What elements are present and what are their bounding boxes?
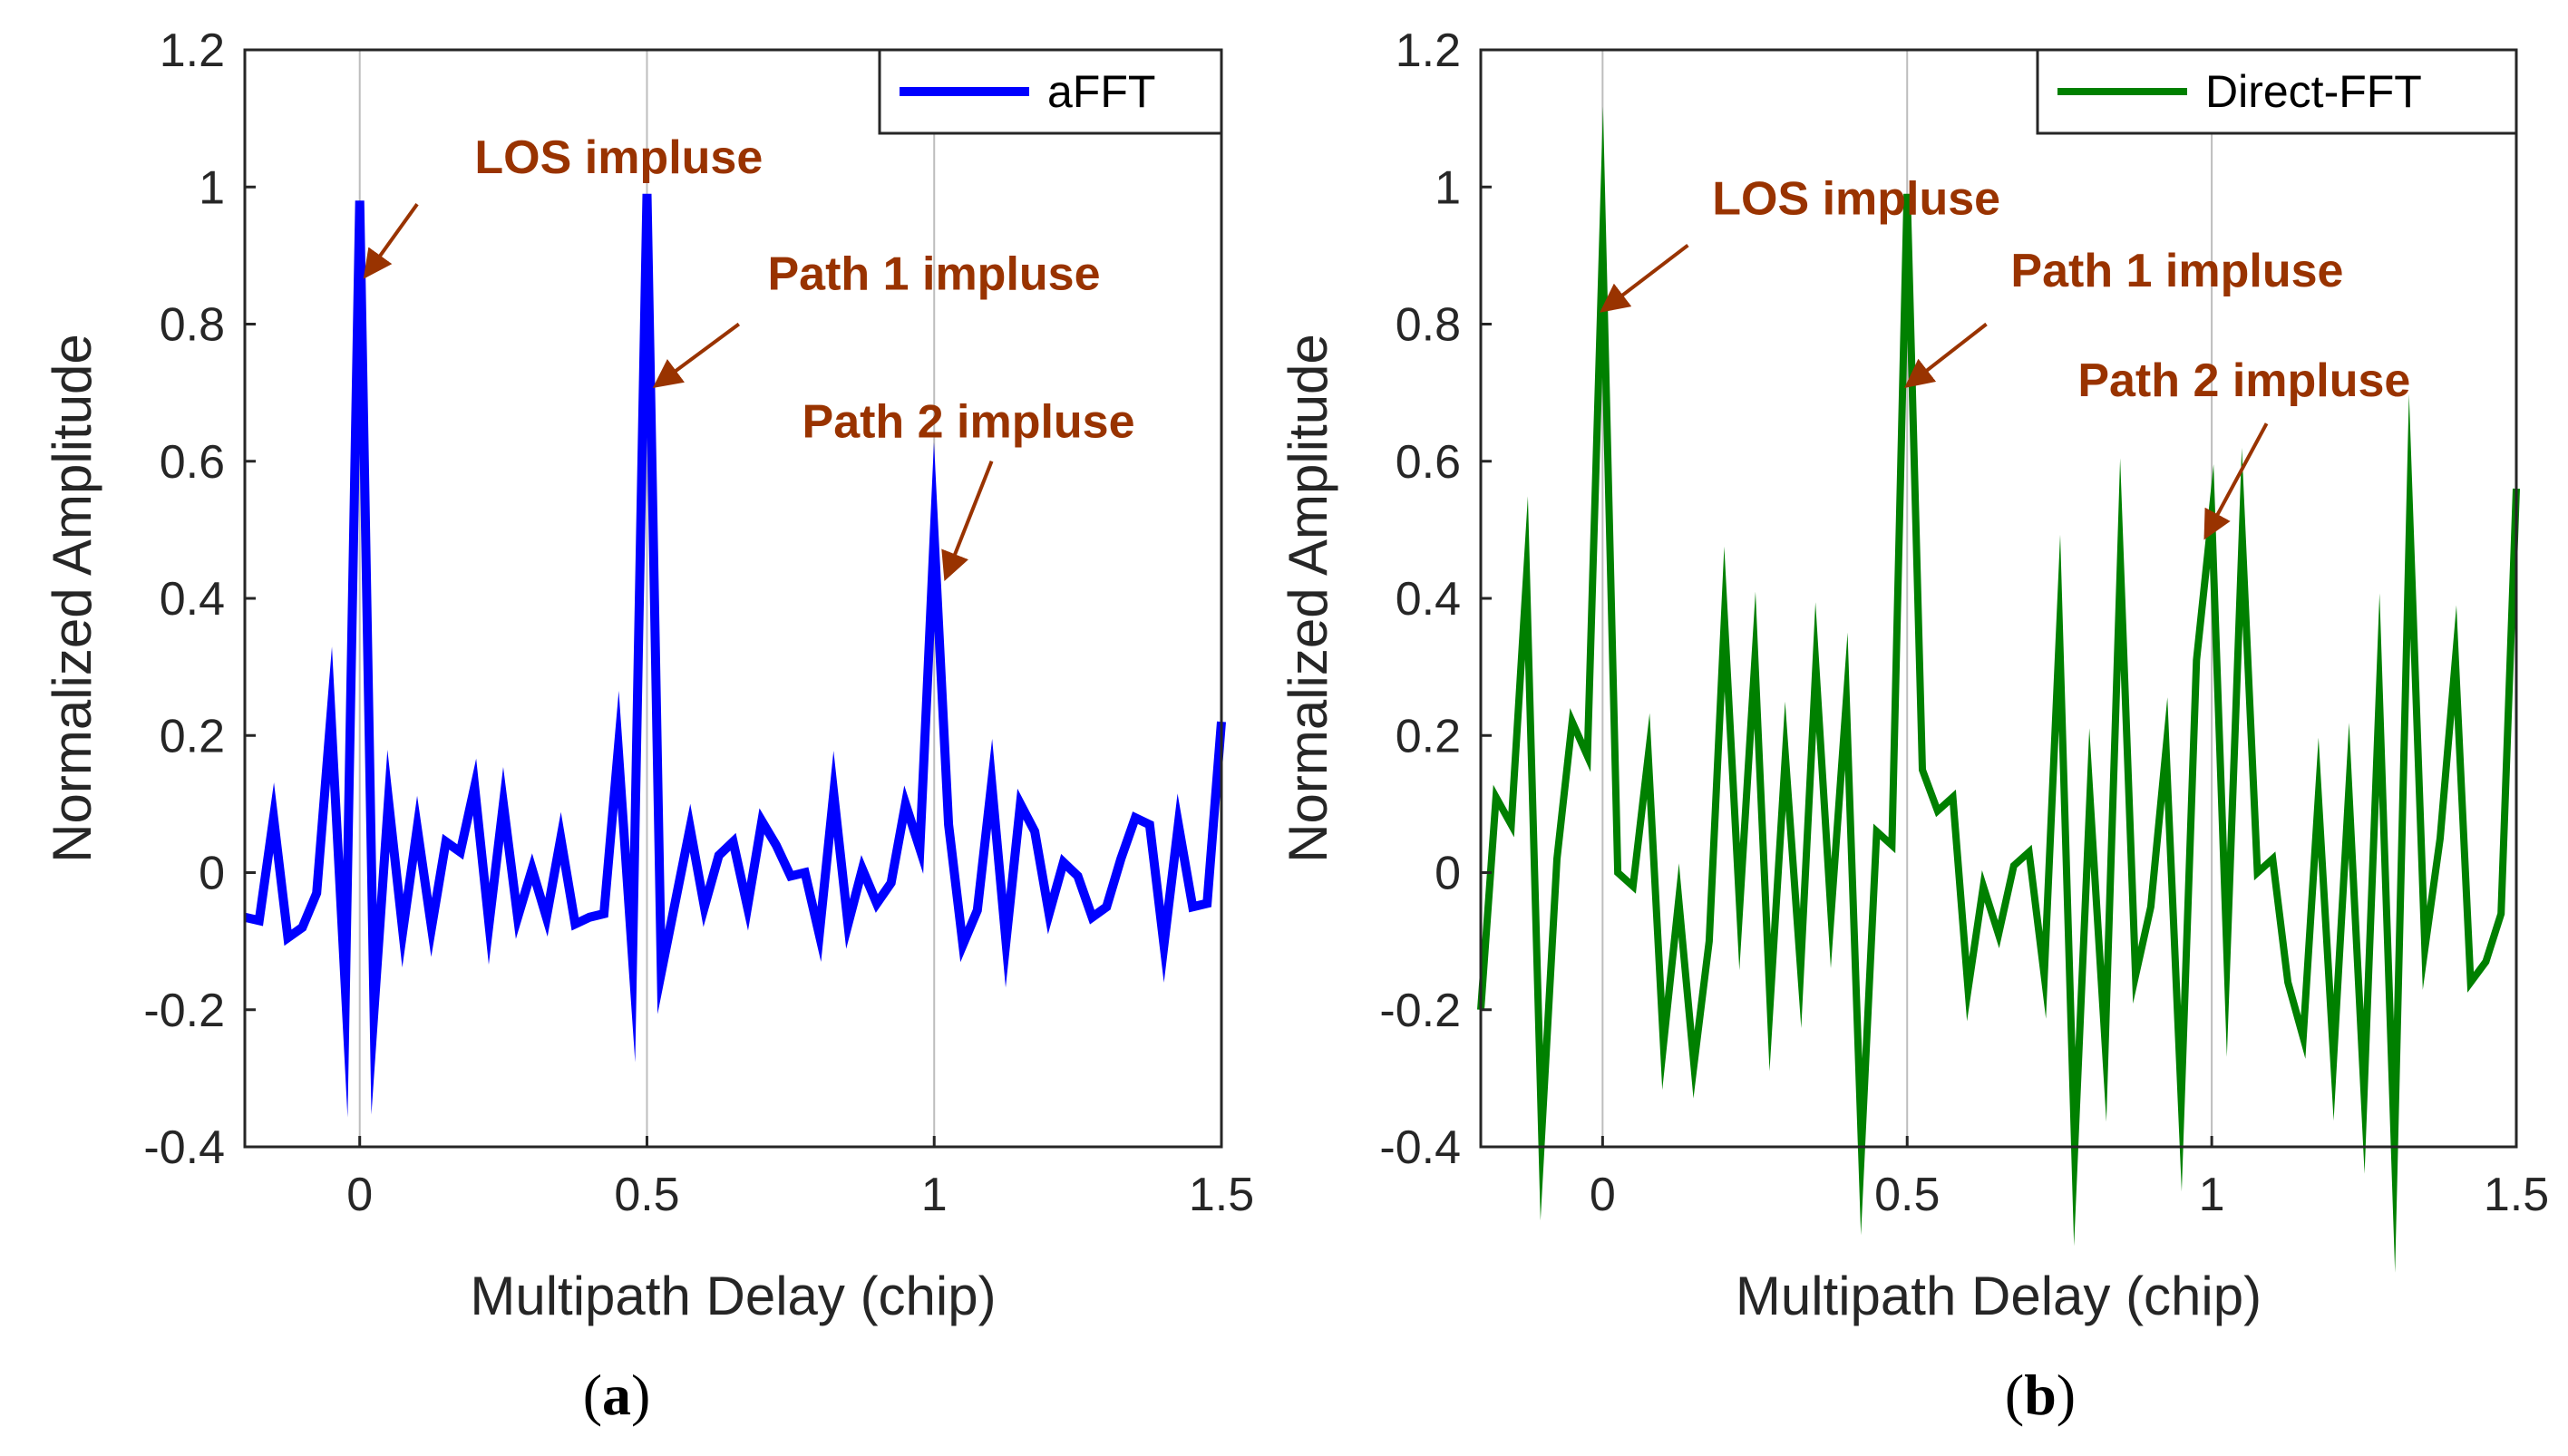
annotation-label: Path 1 impluse [768, 248, 1101, 301]
x-tick-label: 0.5 [614, 1169, 679, 1221]
y-tick-label: 0.8 [1396, 299, 1461, 352]
y-tick-label: 0.2 [160, 710, 225, 762]
x-tick-label: 0 [1590, 1169, 1616, 1221]
x-tick-label: 1 [921, 1169, 948, 1221]
legend-label: Direct-FFT [2205, 66, 2422, 117]
y-tick-label: -0.4 [1379, 1121, 1461, 1174]
annotation-arrow [2203, 422, 2269, 540]
annotation-arrow [1600, 243, 1689, 313]
panel-caption-letter: a [602, 1363, 631, 1427]
y-tick-label: 0.4 [1396, 573, 1461, 626]
panel-caption: (b) [2005, 1363, 2076, 1427]
annotation-arrow [941, 461, 994, 582]
panel-b: 0 0.5 1 1.5 -0.4 -0.2 0 0.2 0.4 0.6 0.8 1 1.2 Multipa… [1278, 24, 2549, 1427]
annotation-arrow [363, 202, 419, 279]
x-axis-label: Multipath Delay (chip) [470, 1266, 996, 1326]
legend: aFFT [878, 48, 1223, 135]
x-tick-label: 1 [2199, 1169, 2225, 1221]
y-tick-label: 1.2 [160, 24, 225, 77]
y-tick-label: 0.6 [160, 436, 225, 489]
y-tick-label: 0 [199, 848, 225, 900]
y-tick-label: 0.6 [1396, 436, 1461, 489]
panel-caption: (a) [583, 1363, 651, 1427]
annotation-label: Path 1 impluse [2010, 245, 2343, 297]
legend-label: aFFT [1047, 66, 1155, 117]
annotation-label: LOS impluse [474, 131, 763, 184]
y-tick-label: 0.4 [160, 573, 225, 626]
annotation-label: Path 2 impluse [802, 395, 1135, 448]
panel-a: 0 0.5 1 1.5 -0.4 -0.2 0 0.2 0.4 0.6 0.8 1 1.2 Multipa… [42, 24, 1254, 1427]
y-tick-label: -0.2 [143, 985, 225, 1037]
y-tick-label: 0 [1435, 848, 1461, 900]
annotation-arrow [652, 322, 741, 388]
y-tick-label: -0.4 [143, 1121, 225, 1174]
y-tick-label: 1.2 [1396, 24, 1461, 77]
y-tick-label: 1 [199, 161, 225, 214]
plot-area [245, 50, 1221, 1147]
series-line-afft [243, 193, 1226, 1118]
plot-area [1481, 50, 2516, 1147]
y-tick-label: 0.8 [160, 299, 225, 352]
legend: Direct-FFT [2036, 48, 2518, 135]
y-tick-label: 1 [1435, 161, 1461, 214]
annotation-label: Path 2 impluse [2077, 354, 2410, 407]
annotation-label: LOS impluse [1712, 173, 2000, 226]
y-axis-label: Normalized Amplitude [42, 334, 102, 863]
x-tick-label: 0 [346, 1169, 373, 1221]
series-line-direct-fft [1477, 106, 2520, 1273]
y-axis-label: Normalized Amplitude [1278, 334, 1338, 863]
panel-caption-letter: b [2024, 1363, 2057, 1427]
x-tick-label: 1.5 [1189, 1169, 1254, 1221]
x-tick-label: 1.5 [2484, 1169, 2549, 1221]
x-tick-label: 0.5 [1874, 1169, 1940, 1221]
y-tick-label: 0.2 [1396, 710, 1461, 762]
y-tick-label: -0.2 [1379, 985, 1461, 1037]
annotation-arrow [1904, 322, 1988, 389]
x-axis-label: Multipath Delay (chip) [1736, 1266, 2262, 1326]
